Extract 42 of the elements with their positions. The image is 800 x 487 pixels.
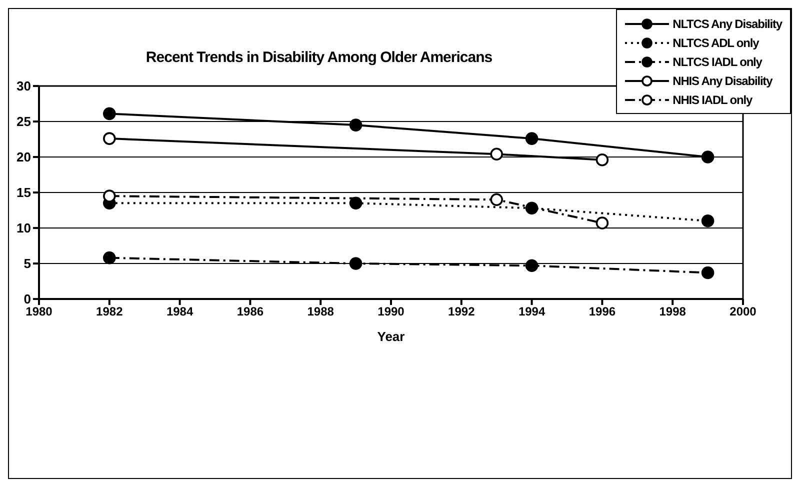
- point: [701, 150, 714, 164]
- point: [525, 132, 538, 145]
- x-tick-label: 2000: [730, 304, 757, 319]
- chart-title: Recent Trends in Disability Among Older Americans: [144, 49, 494, 66]
- x-tick-label: 1996: [588, 304, 616, 319]
- x-tick-label: 1990: [378, 304, 405, 319]
- legend-label: NHIS IADL only: [672, 92, 752, 106]
- point: [349, 257, 362, 270]
- point: [490, 193, 503, 206]
- y-tick-label: 20: [16, 150, 31, 165]
- point: [103, 132, 116, 145]
- x-tick-label: 1986: [236, 304, 264, 319]
- y-tick-label: 0: [24, 292, 31, 307]
- x-tick-label: 1984: [166, 304, 194, 319]
- x-tick-label: 1980: [26, 304, 53, 319]
- y-tick-label: 30: [16, 78, 31, 94]
- point: [103, 251, 116, 264]
- point: [701, 214, 714, 228]
- x-axis-title: Year: [377, 329, 405, 344]
- point: [103, 190, 116, 202]
- point: [349, 118, 362, 132]
- y-tick-label: 5: [24, 256, 31, 272]
- y-tick-label: 15: [16, 185, 31, 200]
- point: [525, 202, 538, 215]
- y-tick-label: 10: [16, 220, 31, 236]
- legend-label: NHIS Any Disability: [672, 74, 772, 88]
- point: [596, 216, 609, 230]
- point: [525, 259, 538, 272]
- x-tick-label: 1992: [448, 304, 476, 319]
- x-tick-label: 1982: [96, 304, 124, 319]
- point: [490, 148, 503, 161]
- x-tick-label: 1988: [307, 304, 334, 319]
- point: [596, 153, 609, 166]
- point: [103, 107, 116, 120]
- x-tick-label: 1998: [659, 304, 686, 319]
- point: [349, 196, 362, 210]
- legend-label: NLTCS Any Disability: [672, 16, 782, 30]
- legend-label: NLTCS ADL only: [672, 36, 759, 50]
- y-tick-label: 25: [16, 114, 31, 130]
- x-tick-label: 1994: [518, 304, 546, 319]
- point: [701, 266, 714, 280]
- legend-label: NLTCS IADL only: [672, 54, 762, 68]
